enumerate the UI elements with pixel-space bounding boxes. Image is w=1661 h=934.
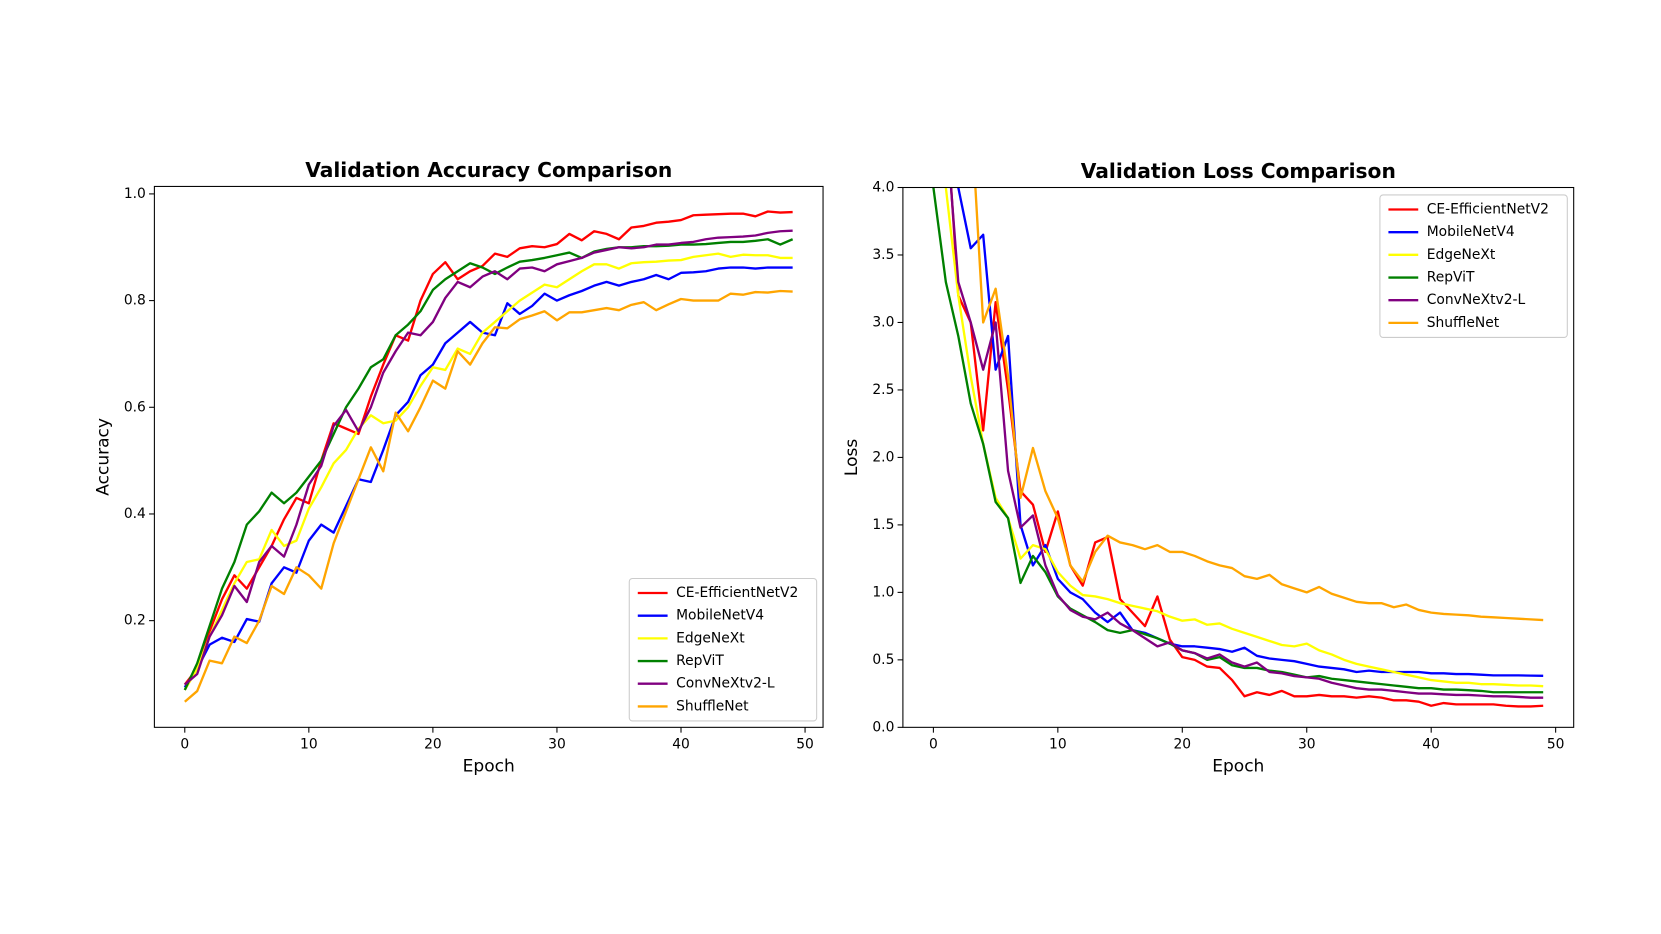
- series-line: [183, 238, 794, 691]
- y-tick-label: 0.2: [124, 613, 146, 629]
- legend-label: ConvNeXtv2-L: [1427, 292, 1526, 308]
- series-line: [974, 187, 1544, 622]
- y-tick-label: 0.4: [124, 506, 146, 522]
- y-tick-label: 0.6: [124, 399, 146, 415]
- series-line: [183, 210, 793, 686]
- legend-label: MobileNetV4: [676, 608, 764, 624]
- legend-label: EdgeNeXt: [676, 630, 745, 646]
- legend-label: ConvNeXtv2-L: [676, 676, 775, 692]
- legend-label: CE-EfficientNetV2: [1427, 201, 1549, 217]
- axes-frame: [153, 185, 824, 728]
- legend-label: ShuffleNet: [1427, 315, 1500, 331]
- x-tick-label: 30: [548, 736, 566, 752]
- y-axis-label: Loss: [842, 439, 862, 476]
- y-tick-label: 1.0: [124, 186, 146, 202]
- x-tick-label: 50: [1547, 736, 1565, 752]
- series-line: [184, 289, 793, 703]
- legend-box: [628, 577, 818, 722]
- series-line: [949, 187, 1544, 708]
- series-line: [184, 229, 793, 686]
- plot-area: [932, 187, 1544, 708]
- y-axis-label: Accuracy: [93, 418, 113, 496]
- x-tick-label: 30: [1298, 736, 1316, 752]
- legend-label: RepViT: [676, 653, 724, 669]
- legend-label: RepViT: [1427, 270, 1475, 286]
- series-line: [932, 187, 1544, 694]
- x-tick-label: 40: [672, 736, 690, 752]
- x-tick-label: 40: [1422, 736, 1440, 752]
- legend-label: ShuffleNet: [676, 698, 749, 714]
- y-tick-label: 3.0: [872, 314, 894, 330]
- chart-title: Validation Accuracy Comparison: [305, 158, 672, 182]
- y-tick-label: 1.0: [872, 584, 894, 600]
- x-axis-label: Epoch: [463, 757, 515, 777]
- x-tick-label: 0: [929, 736, 938, 752]
- y-tick-label: 1.5: [872, 517, 894, 533]
- y-tick-label: 0.0: [872, 719, 894, 735]
- x-tick-label: 10: [1049, 736, 1067, 752]
- y-tick-label: 3.5: [872, 247, 894, 263]
- x-tick-label: 0: [180, 736, 189, 752]
- x-tick-label: 50: [796, 736, 814, 752]
- chart-title: Validation Loss Comparison: [1081, 159, 1396, 183]
- series-line: [183, 252, 793, 691]
- y-tick-label: 2.5: [872, 382, 894, 398]
- series-line: [957, 187, 1544, 677]
- x-tick-label: 10: [300, 736, 318, 752]
- x-axis-label: Epoch: [1212, 757, 1264, 777]
- y-tick-label: 0.5: [872, 652, 894, 668]
- y-tick-label: 0.8: [124, 293, 146, 309]
- legend-label: EdgeNeXt: [1427, 247, 1496, 263]
- y-tick-label: 2.0: [872, 449, 894, 465]
- plot-area: [183, 210, 794, 703]
- series-line: [944, 187, 1544, 688]
- legend-box: [1379, 194, 1568, 338]
- legend-label: MobileNetV4: [1427, 224, 1515, 240]
- y-tick-label: 4.0: [872, 180, 894, 196]
- series-line: [949, 187, 1544, 699]
- x-tick-label: 20: [424, 736, 442, 752]
- x-tick-label: 20: [1173, 736, 1191, 752]
- legend-label: CE-EfficientNetV2: [676, 585, 798, 601]
